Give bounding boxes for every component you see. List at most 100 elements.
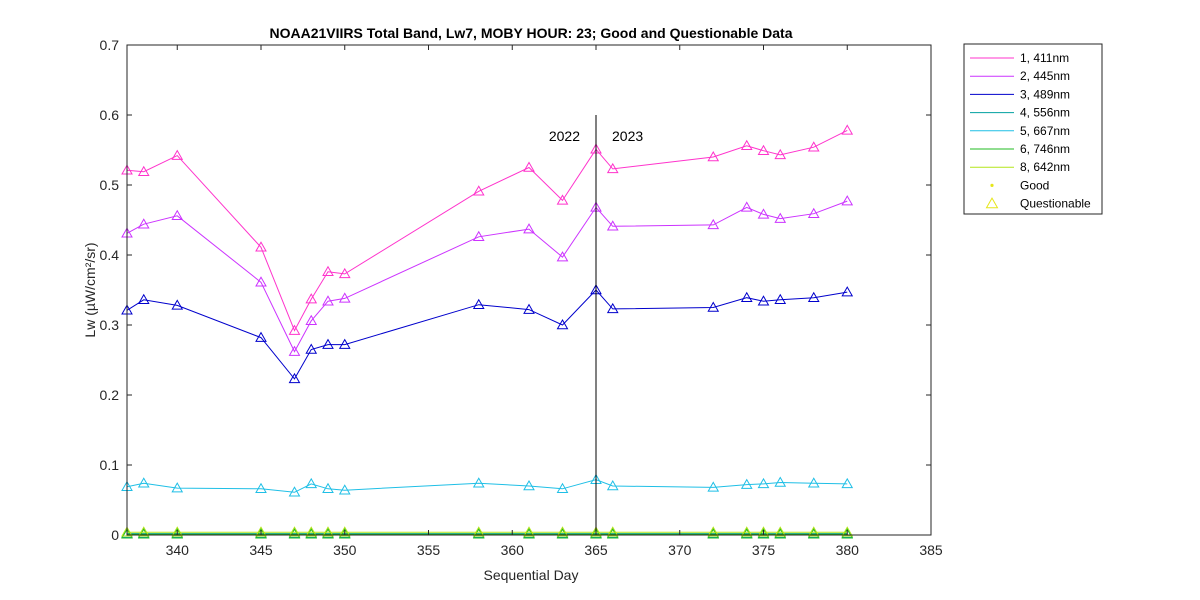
data-point [322, 526, 334, 537]
data-point [807, 526, 820, 537]
data-point [255, 241, 267, 252]
x-tick-label: 345 [249, 542, 273, 558]
data-point [740, 201, 753, 212]
plot-frame [126, 44, 932, 536]
data-point [472, 526, 485, 537]
data-point [606, 479, 619, 491]
data-point [774, 293, 787, 305]
data-point [556, 482, 569, 494]
data-point [338, 292, 351, 303]
data-point [841, 286, 854, 297]
data-point [774, 526, 787, 537]
data-point [255, 526, 267, 537]
legend-label: 6, 746nm [1020, 142, 1070, 156]
series-line-1 [126, 200, 848, 353]
data-point [556, 528, 569, 539]
data-point [322, 482, 334, 494]
data-point [707, 150, 720, 162]
series-line-4 [126, 479, 848, 493]
series-line-2 [126, 289, 848, 380]
data-point [171, 526, 184, 537]
data-point [606, 162, 619, 174]
data-point [288, 526, 301, 537]
data-point [841, 526, 854, 537]
data-point [305, 314, 318, 326]
y-tick-label: 0.7 [100, 37, 120, 53]
data-point [472, 298, 485, 309]
data-point [556, 251, 569, 262]
data-point [338, 528, 351, 539]
data-point [757, 477, 770, 489]
data-point [255, 276, 267, 287]
data-point [305, 526, 318, 537]
legend-label: 2, 445nm [1020, 69, 1070, 83]
data-point [523, 303, 535, 314]
data-point [774, 476, 787, 487]
data-point [121, 528, 133, 539]
legend-label: Good [1020, 178, 1049, 192]
data-point [740, 528, 753, 539]
data-point [606, 526, 619, 537]
data-point [305, 477, 318, 489]
data-point [757, 208, 770, 219]
data-point [757, 144, 770, 155]
data-point [807, 291, 820, 302]
year-label-2022: 2022 [549, 128, 580, 144]
data-point [556, 318, 569, 330]
legend-marker-questionable-icon [985, 197, 999, 209]
data-point [472, 230, 485, 242]
data-point [322, 295, 334, 306]
data-point [707, 301, 720, 312]
data-point [523, 479, 535, 491]
chart-title: NOAA21VIIRS Total Band, Lw7, MOBY HOUR: … [270, 25, 793, 41]
data-point [606, 220, 619, 231]
plot-area [127, 45, 931, 535]
legend-label: 3, 489nm [1020, 87, 1070, 101]
y-axis-label: Lw (µW/cm²/sr) [82, 242, 98, 337]
data-point [288, 528, 301, 539]
data-point [556, 526, 569, 537]
data-point [305, 343, 318, 354]
x-tick-label: 385 [919, 542, 943, 558]
data-point [590, 528, 602, 539]
data-point [288, 324, 301, 335]
legend-label: Questionable [1020, 197, 1091, 211]
legend-marker-good-icon [990, 183, 994, 187]
legend-box [963, 43, 1103, 215]
data-point [137, 165, 150, 176]
x-tick-label: 350 [333, 542, 357, 558]
data-point [305, 293, 318, 304]
data-point [774, 528, 787, 539]
legend-label: 4, 556nm [1020, 106, 1070, 120]
data-point [137, 293, 150, 305]
data-point [807, 141, 820, 152]
axes: 340 345 350 355 360 365 370 375 380 385 0 0.1 0.2 0.3… [100, 37, 943, 558]
x-tick-label: 340 [166, 542, 190, 558]
data-point [523, 223, 535, 234]
data-point [740, 291, 753, 302]
data-point [338, 267, 351, 279]
data-point [774, 212, 787, 223]
data-point [606, 528, 619, 539]
year-label-2023: 2023 [612, 128, 643, 144]
data-point [255, 528, 267, 539]
data-point [137, 528, 150, 539]
data-point [338, 526, 351, 537]
data-point [322, 338, 334, 349]
data-point [841, 124, 854, 135]
data-point [841, 477, 854, 489]
y-tick-label: 0.5 [100, 177, 120, 193]
data-point [556, 194, 569, 205]
y-tick-label: 0.6 [100, 107, 120, 123]
x-tick-label: 370 [668, 542, 692, 558]
data-point [523, 161, 535, 172]
y-tick-label: 0.4 [100, 247, 120, 263]
data-point [322, 265, 334, 277]
x-tick-label: 360 [501, 542, 525, 558]
x-axis-label: Sequential Day [484, 567, 579, 583]
data-point [338, 338, 351, 349]
data-point [841, 195, 854, 206]
y-tick-label: 0.2 [100, 387, 120, 403]
data-point [171, 149, 184, 160]
